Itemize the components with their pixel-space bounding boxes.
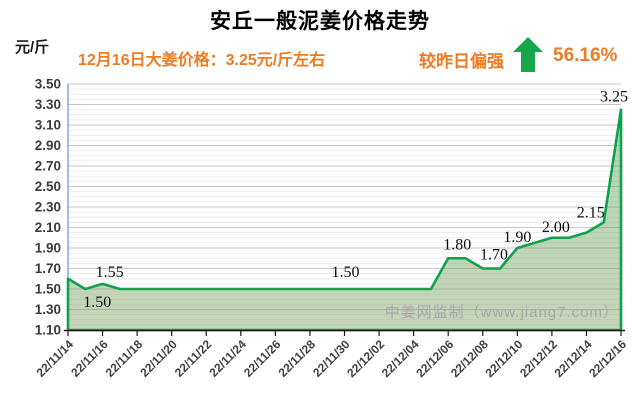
up-arrow-icon — [513, 37, 543, 72]
svg-text:1.50: 1.50 — [332, 264, 360, 281]
svg-text:2.00: 2.00 — [542, 219, 570, 236]
svg-text:22/11/14: 22/11/14 — [34, 337, 77, 380]
svg-text:22/11/22: 22/11/22 — [172, 337, 215, 380]
x-axis-labels: 22/11/1422/11/1622/11/1822/11/2022/11/22… — [34, 337, 630, 380]
svg-text:22/11/20: 22/11/20 — [137, 337, 180, 380]
svg-text:2.50: 2.50 — [35, 179, 61, 194]
svg-text:1.50: 1.50 — [35, 282, 61, 297]
x-axis-ticks — [67, 331, 622, 336]
svg-text:1.90: 1.90 — [503, 229, 531, 246]
price-subtitle: 12月16日大姜价格：3.25元/斤左右 — [78, 52, 326, 69]
data-point-labels: 1.50 1.55 1.50 1.80 1.701.90 2.00 2.15 3.25 — [83, 89, 628, 311]
svg-text:1.80: 1.80 — [443, 236, 471, 253]
svg-text:3.10: 3.10 — [35, 118, 61, 133]
svg-text:22/12/16: 22/12/16 — [586, 337, 629, 380]
svg-text:1.30: 1.30 — [35, 302, 61, 317]
svg-text:22/11/28: 22/11/28 — [276, 337, 319, 380]
trend-percent-value: 56.16% — [553, 45, 618, 66]
svg-text:22/11/16: 22/11/16 — [68, 337, 111, 380]
svg-text:1.70: 1.70 — [480, 247, 508, 264]
price-area-series — [66, 108, 623, 332]
svg-text:1.90: 1.90 — [35, 241, 61, 256]
svg-text:22/11/24: 22/11/24 — [206, 337, 249, 380]
trend-direction-label: 较昨日偏强 — [419, 52, 504, 71]
chart-title: 安丘一般泥姜价格走势 — [210, 10, 430, 33]
svg-text:1.55: 1.55 — [96, 264, 124, 281]
svg-text:2.15: 2.15 — [577, 204, 605, 221]
y-axis-unit-label: 元/斤 — [15, 39, 50, 56]
svg-text:2.10: 2.10 — [35, 220, 61, 235]
y-axis-labels: 1.10 1.30 1.50 1.70 1.90 2.10 2.30 2.50 2.70 2.90… — [35, 77, 61, 338]
svg-text:1.10: 1.10 — [35, 323, 61, 338]
svg-text:2.90: 2.90 — [35, 138, 61, 153]
svg-text:22/11/18: 22/11/18 — [103, 337, 146, 380]
svg-text:3.30: 3.30 — [35, 97, 61, 112]
svg-text:2.70: 2.70 — [35, 159, 61, 174]
svg-text:22/11/26: 22/11/26 — [241, 337, 284, 380]
watermark: 中姜网监制（www.jiang7.com） — [385, 304, 619, 321]
svg-text:1.50: 1.50 — [83, 294, 111, 311]
svg-text:2.30: 2.30 — [35, 200, 61, 215]
svg-text:3.25: 3.25 — [600, 89, 628, 106]
svg-text:1.70: 1.70 — [35, 261, 61, 276]
svg-text:3.50: 3.50 — [35, 77, 61, 92]
